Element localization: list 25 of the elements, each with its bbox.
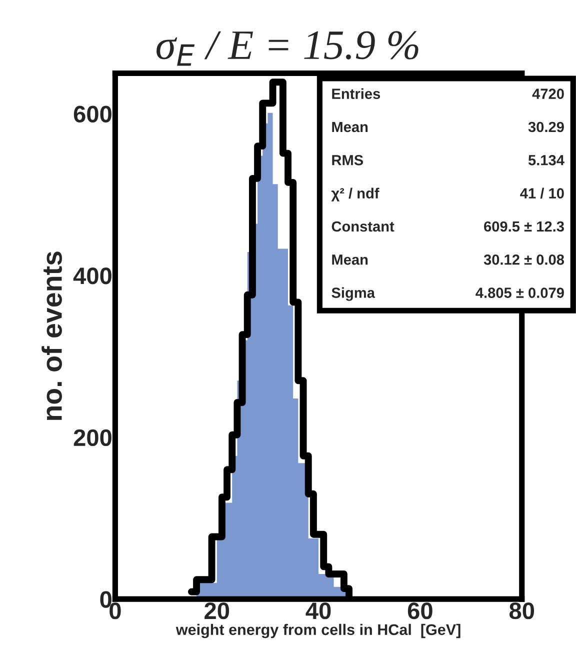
y-tick-label: 200 bbox=[74, 429, 112, 446]
x-tick-label: 40 bbox=[306, 602, 331, 620]
x-tick-label: 80 bbox=[509, 602, 534, 620]
chart-title: σ$_{E}$ / E = 15.9 % bbox=[156, 31, 418, 66]
annotation: Constant bbox=[332, 221, 394, 232]
annotation: 609.5 ± 12.3 bbox=[484, 221, 564, 232]
y-tick-label: 0 bbox=[100, 591, 112, 608]
y-tick-label: 400 bbox=[73, 268, 112, 284]
annotation: Entries bbox=[332, 88, 380, 99]
y-tick-label: 600 bbox=[74, 106, 112, 122]
text: 4720 bbox=[532, 88, 564, 99]
annotation: 4.805 ± 0.079 bbox=[476, 288, 564, 298]
annotation: Mean bbox=[332, 122, 368, 132]
text: 5.134 bbox=[528, 154, 564, 166]
annotation: 41 / 10 bbox=[520, 188, 564, 199]
y-axis-title: no. of events bbox=[42, 252, 62, 420]
annotation: RMS bbox=[332, 154, 364, 166]
x-tick-label: 60 bbox=[408, 602, 432, 620]
x-axis-title: weight energy from cells in HCal [GeV] bbox=[176, 624, 460, 638]
annotation: 30.12 ± 0.08 bbox=[484, 254, 564, 265]
annotation: Mean bbox=[332, 254, 368, 265]
x-tick-label: 20 bbox=[204, 602, 230, 620]
text: 30.29 bbox=[528, 122, 564, 132]
annotation: Sigma bbox=[332, 287, 376, 301]
annotation: χ² / ndf bbox=[331, 188, 380, 202]
